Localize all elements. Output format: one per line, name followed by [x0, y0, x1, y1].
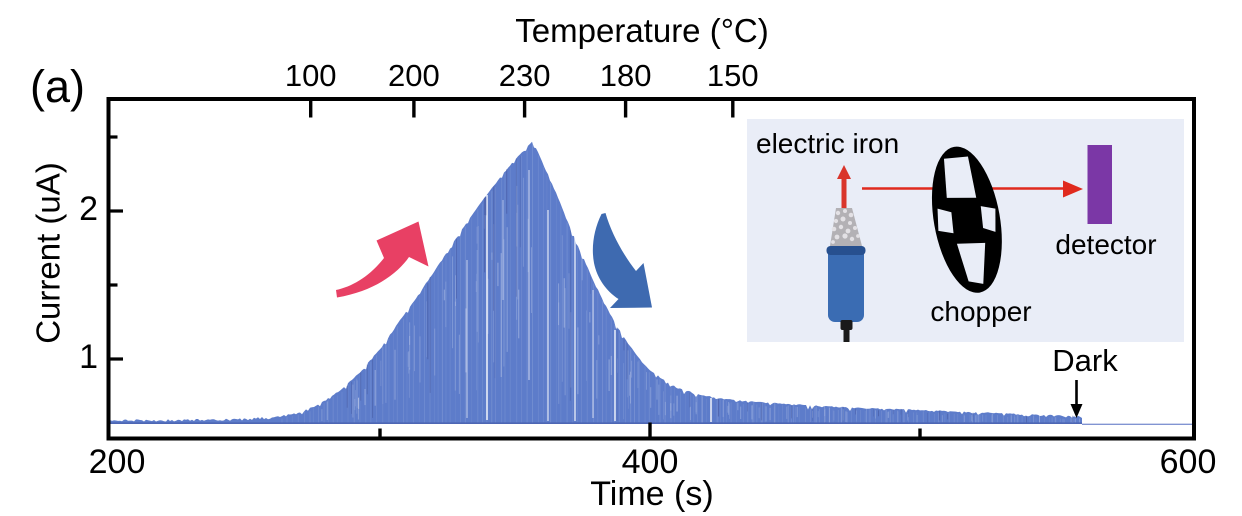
svg-text:electric iron: electric iron — [756, 128, 899, 159]
svg-text:400: 400 — [622, 443, 679, 481]
svg-text:Time (s): Time (s) — [590, 475, 713, 513]
svg-text:200: 200 — [388, 58, 440, 93]
svg-text:100: 100 — [285, 58, 337, 93]
svg-text:150: 150 — [707, 58, 759, 93]
svg-text:(a): (a) — [30, 61, 85, 112]
svg-text:Dark: Dark — [1052, 343, 1118, 378]
svg-text:Current (uA): Current (uA) — [30, 162, 67, 344]
svg-text:chopper: chopper — [930, 296, 1031, 327]
svg-text:180: 180 — [600, 58, 652, 93]
svg-text:Temperature (°C): Temperature (°C) — [515, 12, 768, 49]
svg-text:1: 1 — [79, 338, 98, 376]
svg-text:600: 600 — [1160, 443, 1217, 481]
svg-text:200: 200 — [89, 443, 146, 481]
svg-text:detector: detector — [1055, 229, 1156, 260]
svg-text:2: 2 — [79, 190, 98, 228]
svg-text:230: 230 — [499, 58, 551, 93]
